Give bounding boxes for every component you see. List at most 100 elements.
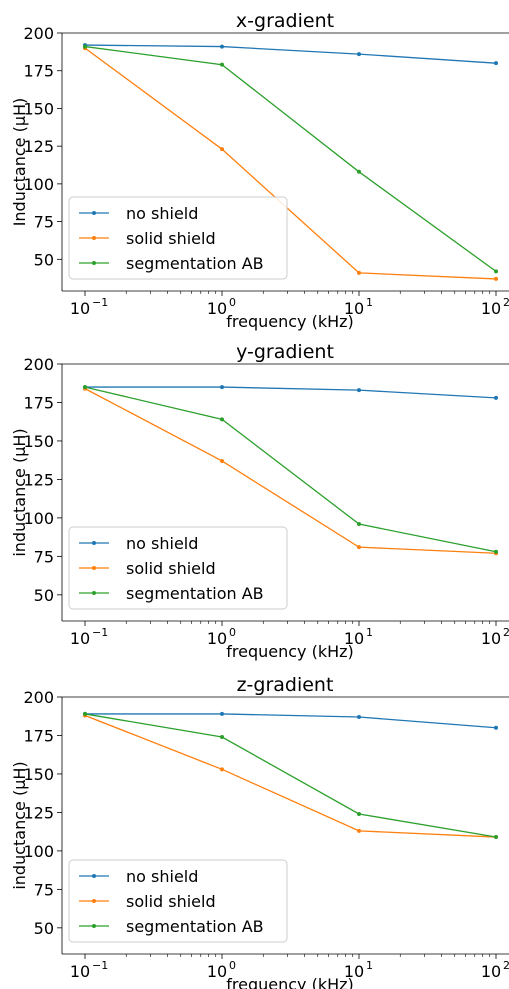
- x-tick-label: 10: [207, 962, 227, 981]
- y-tick-label: 150: [23, 99, 54, 118]
- y-axis-label: inductance (μH): [10, 428, 29, 556]
- y-tick-label: 75: [34, 547, 54, 566]
- x-tick-label: 10: [344, 962, 364, 981]
- legend-marker: [92, 924, 96, 928]
- y-tick-label: 75: [34, 880, 54, 899]
- legend-box: [68, 196, 288, 280]
- series-line-solid-shield: [84, 47, 497, 280]
- x-axis-label: frequency (kHz): [226, 642, 354, 661]
- legend-box: [68, 526, 288, 610]
- series-line-no-shield: [85, 386, 497, 399]
- data-point: [494, 276, 498, 281]
- legend-label: solid shield: [126, 559, 216, 578]
- series-line-solid-shield: [84, 714, 497, 838]
- legend-marker: [92, 591, 96, 595]
- data-point: [83, 44, 87, 49]
- legend-marker: [92, 566, 96, 570]
- chart-panel-1: x-gradient2001751501251007550Inductance …: [10, 10, 509, 331]
- series-line-no-shield: [85, 713, 497, 729]
- legend-marker: [92, 211, 96, 215]
- data-point: [220, 735, 224, 740]
- legend-label: no shield: [126, 534, 198, 553]
- legend-label: no shield: [126, 867, 198, 886]
- y-tick-label: 200: [23, 355, 54, 374]
- legend-label: solid shield: [126, 229, 216, 248]
- legend-label: no shield: [126, 204, 198, 223]
- x-tick-exponent: 0: [229, 296, 236, 309]
- y-tick-label: 200: [23, 688, 54, 707]
- x-tick-exponent: −1: [92, 626, 108, 639]
- data-point: [220, 385, 224, 390]
- data-point: [220, 44, 224, 49]
- y-tick-label: 200: [23, 24, 54, 43]
- y-tick-label: 100: [23, 509, 54, 528]
- data-point: [220, 711, 224, 716]
- data-point: [494, 395, 498, 400]
- x-tick-label: 10: [70, 962, 90, 981]
- y-axis-label: inductance (μH): [10, 761, 29, 889]
- chart-title: z-gradient: [237, 674, 334, 696]
- y-tick-label: 175: [23, 726, 54, 745]
- y-tick-label: 50: [34, 250, 54, 269]
- y-tick-label: 100: [23, 842, 54, 861]
- data-point: [357, 52, 361, 57]
- chart-title: y-gradient: [236, 341, 334, 363]
- series-line-solid-shield: [84, 388, 497, 554]
- y-tick-label: 125: [23, 470, 54, 489]
- x-tick-label: 10: [344, 629, 364, 648]
- data-point: [357, 811, 361, 816]
- x-tick-exponent: 1: [366, 296, 373, 309]
- y-tick-label: 125: [23, 137, 54, 156]
- y-tick-label: 175: [23, 393, 54, 412]
- chart-panel-2: y-gradient2001751501251007550inductance …: [10, 341, 509, 661]
- data-point: [357, 715, 361, 720]
- y-tick-label: 50: [34, 919, 54, 938]
- x-tick-label: 10: [207, 299, 227, 318]
- legend-box: [68, 859, 288, 943]
- x-tick-exponent: 0: [229, 626, 236, 639]
- y-tick-label: 125: [23, 803, 54, 822]
- legend-marker: [92, 541, 96, 545]
- x-tick-label: 10: [207, 629, 227, 648]
- y-tick-label: 150: [23, 432, 54, 451]
- data-point: [357, 388, 361, 393]
- x-tick-label: 10: [344, 299, 364, 318]
- x-tick-label: 10: [481, 629, 501, 648]
- x-tick-exponent: 0: [229, 959, 236, 972]
- data-point: [357, 169, 361, 174]
- x-tick-exponent: 1: [366, 959, 373, 972]
- x-tick-exponent: 2: [503, 626, 509, 639]
- series-line-no-shield: [84, 44, 497, 64]
- data-point: [357, 828, 361, 833]
- x-tick-label: 10: [481, 299, 501, 318]
- data-point: [494, 725, 498, 730]
- x-tick-exponent: −1: [92, 296, 108, 309]
- series-line-segmentation-ab: [84, 386, 497, 553]
- legend-label: solid shield: [126, 892, 216, 911]
- data-point: [357, 545, 361, 550]
- data-point: [357, 270, 361, 275]
- data-point: [220, 417, 224, 422]
- legend-marker: [92, 899, 96, 903]
- data-point: [220, 147, 224, 152]
- data-point: [83, 385, 87, 390]
- data-point: [83, 711, 87, 716]
- y-tick-label: 175: [23, 62, 54, 81]
- data-point: [220, 458, 224, 463]
- y-tick-label: 150: [23, 765, 54, 784]
- x-tick-label: 10: [481, 962, 501, 981]
- data-point: [494, 835, 498, 840]
- x-tick-label: 10: [70, 299, 90, 318]
- legend-label: segmentation AB: [126, 584, 264, 603]
- legend-marker: [92, 236, 96, 240]
- data-point: [220, 62, 224, 67]
- y-tick-label: 100: [23, 175, 54, 194]
- data-point: [357, 522, 361, 527]
- chart-panel-3: z-gradient2001751501251007550inductance …: [10, 674, 509, 989]
- legend-marker: [92, 261, 96, 265]
- x-tick-exponent: −1: [92, 959, 108, 972]
- x-tick-exponent: 2: [503, 296, 509, 309]
- y-tick-label: 75: [34, 213, 54, 232]
- data-point: [494, 61, 498, 66]
